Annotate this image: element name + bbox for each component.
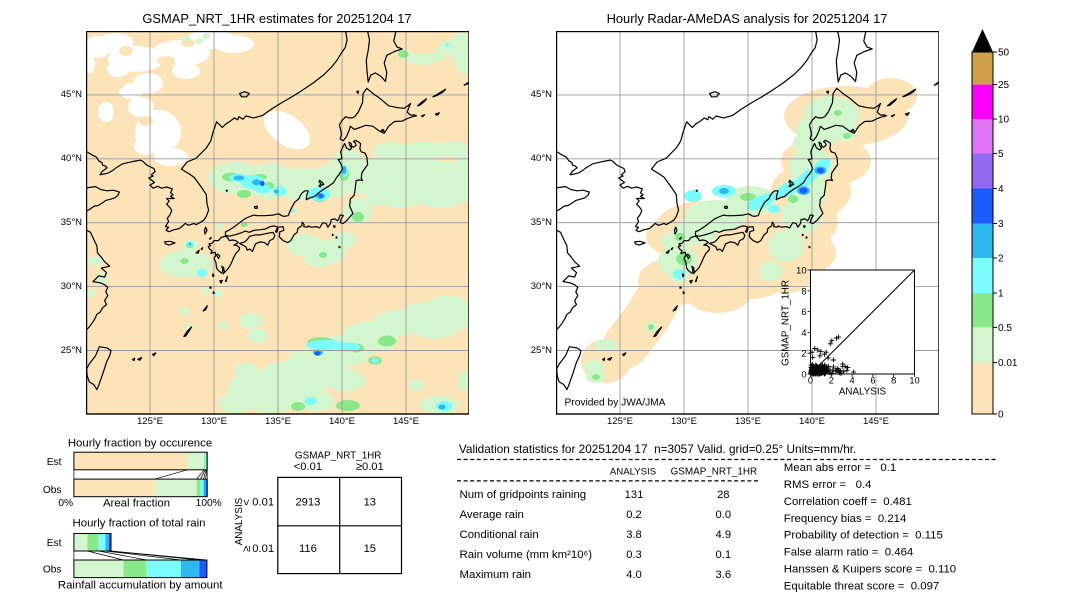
svg-text:15: 15 <box>364 543 376 555</box>
svg-text:10: 10 <box>796 266 806 276</box>
svg-text:0.01: 0.01 <box>998 358 1018 369</box>
svg-text:0.5: 0.5 <box>998 323 1012 334</box>
svg-text:Areal fraction: Areal fraction <box>103 498 170 510</box>
svg-text:Average rain: Average rain <box>460 509 524 521</box>
svg-text:100%: 100% <box>196 498 222 509</box>
svg-text:Provided by JWA/JMA: Provided by JWA/JMA <box>564 398 665 409</box>
svg-text:GSMAP_NRT_1HR: GSMAP_NRT_1HR <box>780 280 791 366</box>
svg-text:13: 13 <box>364 497 376 509</box>
svg-text:False alarm ratio = 0.464: False alarm ratio = 0.464 <box>784 547 913 559</box>
svg-text:50: 50 <box>998 48 1010 59</box>
svg-text:2: 2 <box>998 254 1004 265</box>
svg-text:0: 0 <box>998 410 1004 421</box>
svg-text:10: 10 <box>909 376 919 386</box>
svg-text:ANALYSIS: ANALYSIS <box>234 497 245 545</box>
svg-text:3.8: 3.8 <box>626 529 642 541</box>
svg-text:0.01: 0.01 <box>252 543 274 555</box>
svg-text:Hourly fraction of total rain: Hourly fraction of total rain <box>73 517 206 529</box>
svg-text:2913: 2913 <box>295 497 320 509</box>
svg-text:Maximum rain: Maximum rain <box>460 569 532 581</box>
svg-text:ANALYSIS: ANALYSIS <box>838 387 886 398</box>
svg-text:Obs: Obs <box>43 565 62 576</box>
svg-text:Est: Est <box>47 538 62 549</box>
svg-text:0: 0 <box>807 376 812 386</box>
svg-text:2: 2 <box>828 376 833 386</box>
svg-text:Validation statistics for 2025: Validation statistics for 20251204 17 n=… <box>459 442 856 456</box>
svg-text:<: < <box>241 499 253 506</box>
svg-text:0.3: 0.3 <box>626 549 642 561</box>
svg-text:4.9: 4.9 <box>716 529 732 541</box>
svg-text:Probability of detection = 0.: Probability of detection = 0.115 <box>784 530 943 542</box>
svg-text:4: 4 <box>998 184 1004 195</box>
svg-text:Hourly fraction by occurence: Hourly fraction by occurence <box>68 437 212 449</box>
svg-text:GSMAP_NRT_1HR: GSMAP_NRT_1HR <box>295 451 382 462</box>
svg-text:<0.01: <0.01 <box>294 461 322 473</box>
svg-text:Frequency bias = 0.214: Frequency bias = 0.214 <box>784 513 907 525</box>
svg-text:4: 4 <box>849 376 854 386</box>
svg-text:ANALYSIS: ANALYSIS <box>610 467 656 478</box>
svg-text:Num of gridpoints raining: Num of gridpoints raining <box>460 489 587 501</box>
svg-text:3: 3 <box>998 219 1004 230</box>
svg-text:≥0.01: ≥0.01 <box>356 461 384 473</box>
svg-text:Est: Est <box>47 457 62 468</box>
svg-text:Rainfall accumulation by amoun: Rainfall accumulation by amount <box>58 580 223 592</box>
svg-text:4.0: 4.0 <box>626 569 642 581</box>
svg-text:4: 4 <box>801 328 806 338</box>
svg-text:6: 6 <box>870 376 875 386</box>
svg-text:Equitable threat score = 0.09: Equitable threat score = 0.097 <box>784 581 939 593</box>
svg-text:≥: ≥ <box>241 546 253 552</box>
svg-text:25: 25 <box>998 80 1010 91</box>
svg-text:0%: 0% <box>58 498 73 509</box>
svg-text:Conditional rain: Conditional rain <box>460 529 539 541</box>
svg-text:Correlation coeff = 0.481: Correlation coeff = 0.481 <box>784 496 912 508</box>
svg-text:116: 116 <box>299 543 317 555</box>
svg-text:2: 2 <box>801 349 806 359</box>
svg-text:28: 28 <box>717 489 729 501</box>
svg-text:0.1: 0.1 <box>716 549 732 561</box>
svg-text:10: 10 <box>998 115 1010 126</box>
svg-text:Hanssen & Kuipers score = 0.1: Hanssen & Kuipers score = 0.110 <box>784 564 956 576</box>
svg-text:Rain volume (mm km²10⁶): Rain volume (mm km²10⁶) <box>460 549 593 561</box>
svg-text:0.0: 0.0 <box>716 509 732 521</box>
svg-text:131: 131 <box>625 489 644 501</box>
svg-text:Obs: Obs <box>43 485 62 496</box>
svg-text:1: 1 <box>998 289 1004 300</box>
svg-text:0.2: 0.2 <box>626 509 642 521</box>
svg-text:0.01: 0.01 <box>252 497 274 509</box>
svg-text:8: 8 <box>891 376 896 386</box>
svg-text:GSMAP_NRT_1HR: GSMAP_NRT_1HR <box>671 467 758 478</box>
svg-text:6: 6 <box>801 307 806 317</box>
svg-text:3.6: 3.6 <box>716 569 732 581</box>
svg-text:RMS error = 0.4: RMS error = 0.4 <box>784 479 872 491</box>
svg-text:0: 0 <box>801 370 806 380</box>
svg-text:8: 8 <box>801 286 806 296</box>
svg-text:Mean abs error = 0.1: Mean abs error = 0.1 <box>784 462 896 474</box>
svg-text:5: 5 <box>998 149 1004 160</box>
